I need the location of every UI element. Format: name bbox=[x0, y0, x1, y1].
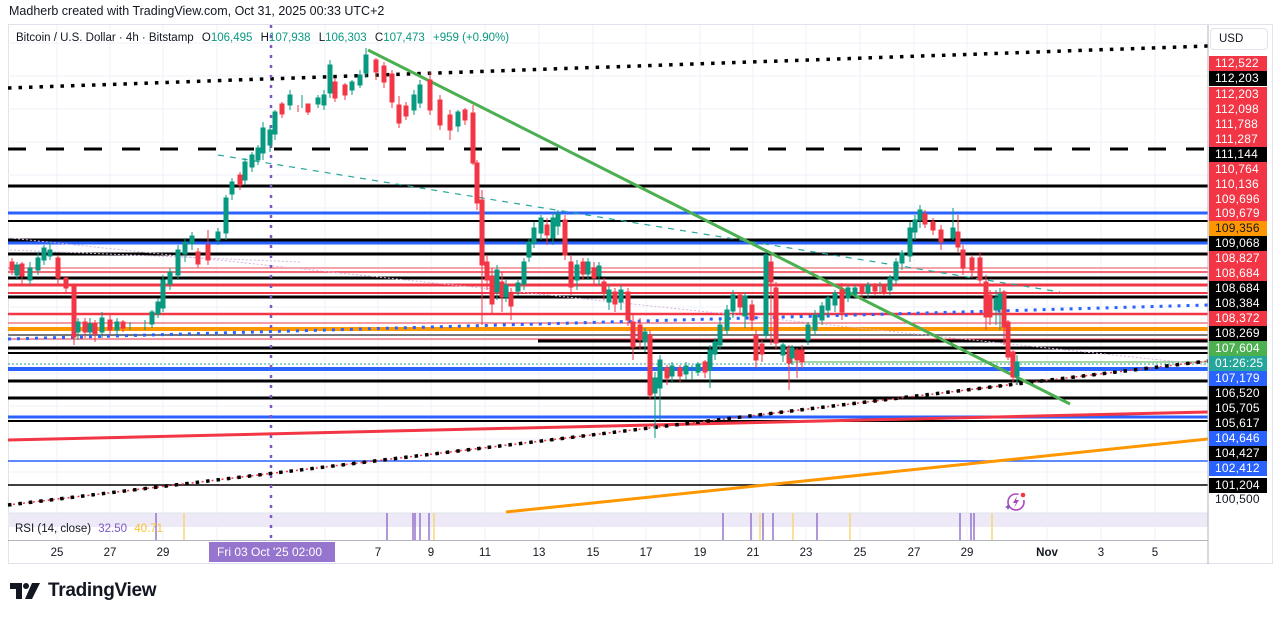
low-value: 106,303 bbox=[325, 32, 367, 44]
red-ascending-trendline bbox=[7, 410, 1209, 442]
price-label: 108,684 bbox=[1209, 266, 1267, 281]
price-label: 102,412 bbox=[1209, 461, 1267, 476]
time-label: 3 bbox=[1097, 547, 1105, 559]
price-label: 111,788 bbox=[1209, 117, 1267, 132]
chart-caption: Madherb created with TradingView.com, Oc… bbox=[9, 4, 385, 18]
rsi-value: 32.50 bbox=[98, 523, 128, 535]
price-label: 107,604 bbox=[1209, 341, 1267, 356]
price-label: 110,136 bbox=[1209, 177, 1267, 192]
change-value: +959 (+0.90%) bbox=[432, 32, 510, 44]
time-label: 17 bbox=[639, 547, 653, 559]
high-value: 107,938 bbox=[268, 32, 311, 44]
candlesticks bbox=[9, 48, 1020, 438]
time-label: 15 bbox=[586, 547, 600, 559]
teal-dashed-trendline bbox=[217, 154, 1061, 293]
time-label: 11 bbox=[479, 547, 491, 559]
alert-lightning-icon[interactable] bbox=[1004, 491, 1028, 513]
rsi-ma-value: 40.71 bbox=[134, 523, 164, 535]
price-label: 104,646 bbox=[1209, 431, 1267, 446]
price-label: 112,098 bbox=[1209, 102, 1267, 117]
time-label: 25 bbox=[853, 547, 867, 559]
price-label: 111,287 bbox=[1209, 132, 1267, 147]
price-label: 108,269 bbox=[1209, 326, 1267, 341]
time-label: 5 bbox=[1151, 547, 1159, 559]
time-label: 25 bbox=[50, 547, 64, 559]
price-label: 112,203 bbox=[1209, 87, 1267, 102]
green-descending-trendline bbox=[367, 48, 1071, 406]
upper-dotted-trendline bbox=[7, 44, 1209, 90]
symbol-legend: Bitcoin / U.S. Dollar · 4h · Bitstamp O1… bbox=[16, 32, 510, 44]
price-label: 105,617 bbox=[1209, 416, 1267, 431]
rsi-legend: RSI (14, close) 32.50 40.71 bbox=[15, 523, 163, 535]
time-label: 9 bbox=[427, 547, 435, 559]
price-label: 112,522 bbox=[1209, 56, 1267, 71]
tradingview-logo-icon bbox=[10, 583, 40, 599]
time-label: 19 bbox=[693, 547, 707, 559]
price-label: 107,179 bbox=[1209, 371, 1267, 386]
price-label: 109,696 bbox=[1209, 192, 1267, 207]
crosshair-time-label: Fri 03 Oct '25 02:00 bbox=[209, 542, 335, 562]
rsi-band bbox=[8, 513, 1208, 527]
price-label: 109,679 bbox=[1209, 206, 1267, 221]
rsi-markers bbox=[155, 513, 993, 540]
price-label: 108,384 bbox=[1209, 296, 1267, 311]
close-value: 107,473 bbox=[383, 32, 425, 44]
price-label: 110,764 bbox=[1209, 162, 1267, 177]
orange-ascending-trendline bbox=[505, 437, 1209, 514]
time-label: 13 bbox=[532, 547, 546, 559]
time-label: 27 bbox=[907, 547, 921, 559]
price-label: 109,356 bbox=[1209, 221, 1267, 236]
price-label: 111,144 bbox=[1209, 147, 1267, 162]
time-axis[interactable]: 25 27 29 7 9 11 13 15 17 19 21 23 25 27 29 Nov 3 5 bbox=[8, 540, 1208, 564]
price-label: 105,705 bbox=[1209, 401, 1267, 416]
price-label: 106,520 bbox=[1209, 386, 1267, 401]
grid-lines bbox=[8, 25, 1208, 540]
time-label: 21 bbox=[746, 547, 760, 559]
price-label: 112,203 bbox=[1209, 71, 1267, 86]
time-label: Nov bbox=[1036, 547, 1058, 559]
time-label: 29 bbox=[960, 547, 974, 559]
currency-button[interactable]: USD bbox=[1210, 28, 1268, 50]
price-label: 100,500 bbox=[1215, 492, 1260, 506]
price-label: 101,204 bbox=[1209, 478, 1267, 493]
blue-dotted-trendline bbox=[7, 303, 1209, 341]
time-label: 7 bbox=[374, 547, 382, 559]
rsi-name[interactable]: RSI (14, close) bbox=[15, 523, 92, 535]
price-label: 108,372 bbox=[1209, 311, 1267, 326]
symbol-name[interactable]: Bitcoin / U.S. Dollar · 4h · Bitstamp bbox=[16, 32, 194, 44]
price-label: 108,827 bbox=[1209, 251, 1267, 266]
price-label: 104,427 bbox=[1209, 446, 1267, 461]
open-value: 106,495 bbox=[210, 32, 253, 44]
price-label: 108,684 bbox=[1209, 281, 1267, 296]
time-label: 29 bbox=[156, 547, 170, 559]
price-label: 01:26:25 bbox=[1209, 356, 1267, 371]
time-label: 27 bbox=[103, 547, 117, 559]
time-label: 23 bbox=[799, 547, 813, 559]
price-label: 109,068 bbox=[1209, 236, 1267, 251]
ascending-dotted-trendline bbox=[7, 359, 1209, 507]
brand-name: TradingView bbox=[48, 580, 157, 601]
tradingview-logo[interactable]: TradingView bbox=[10, 580, 157, 602]
